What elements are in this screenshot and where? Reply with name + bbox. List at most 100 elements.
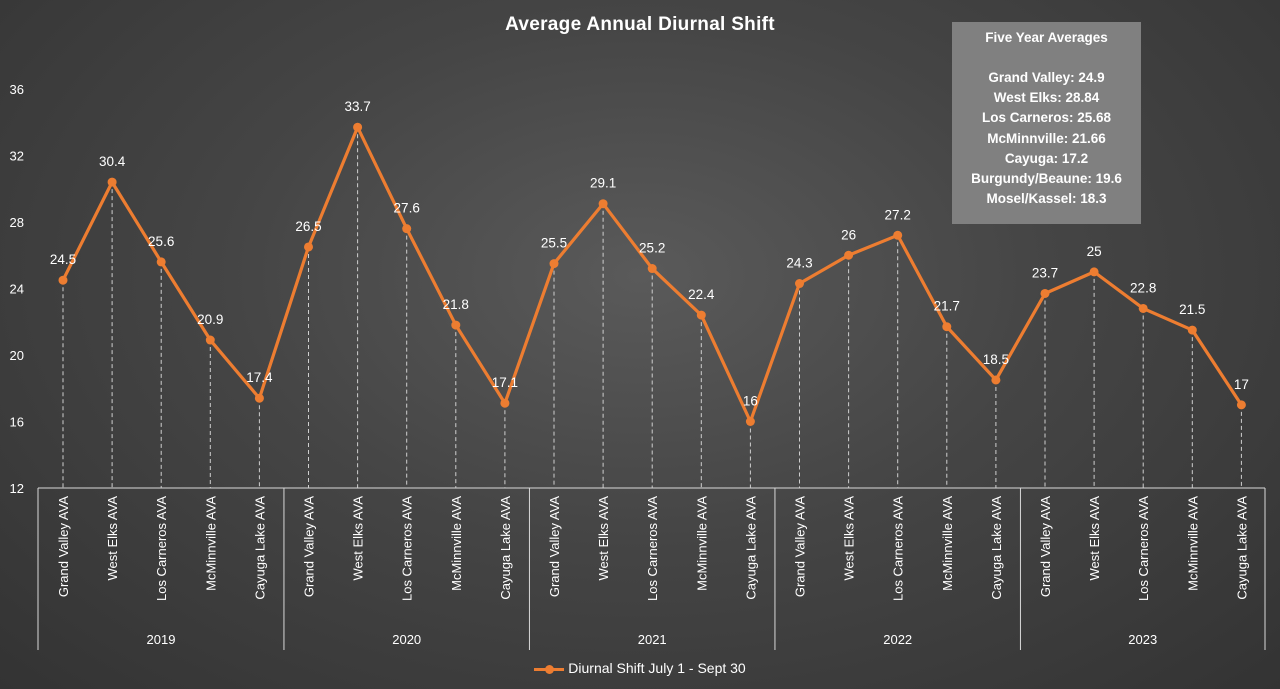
average-row-grand-valley: Grand Valley: 24.9 [988,70,1105,85]
data-label: 24.5 [50,252,76,267]
data-point [991,375,1001,385]
chart-title: Average Annual Diurnal Shift [505,14,775,35]
category-label: Los Carneros AVA [400,496,415,601]
category-label: Cayuga Lake AVA [1234,496,1249,600]
data-label: 30.4 [99,154,126,169]
data-point [1236,400,1246,410]
category-label: West Elks AVA [105,496,120,581]
data-label: 22.4 [688,287,715,302]
data-label: 29.1 [590,176,616,191]
data-point [1138,303,1148,313]
average-row-burgundy-beaune: Burgundy/Beaune: 19.6 [971,171,1122,187]
data-label: 16 [743,394,758,409]
average-row-mcminnville: McMinnville: 21.66 [987,130,1106,146]
average-row-cayuga: Cayuga: 17.2 [1004,150,1089,166]
data-label: 17.1 [492,375,518,390]
y-tick-label: 16 [10,415,24,430]
legend: Diurnal Shift July 1 - Sept 30 [0,660,1280,676]
legend-line-marker-icon [534,664,565,675]
data-label: 25 [1087,244,1102,259]
y-tick-label: 32 [10,149,24,164]
category-label: Cayuga Lake AVA [743,496,758,600]
y-tick-label: 20 [10,348,24,363]
category-label: Los Carneros AVA [154,496,169,601]
category-label: Los Carneros AVA [645,496,660,601]
data-point [1040,288,1050,298]
data-point [745,417,755,426]
category-label: McMinnville AVA [940,496,955,591]
y-tick-label: 28 [10,215,24,230]
group-label: 2021 [638,632,667,647]
data-point [156,257,166,267]
data-point [598,199,608,209]
average-row-mosel-kassel: Mosel/Kassel: 18.3 [986,191,1107,207]
category-label: McMinnville AVA [694,496,709,591]
category-label: West Elks AVA [351,496,366,581]
group-label: 2023 [1128,632,1157,647]
data-label: 17.4 [246,370,273,385]
category-label: Cayuga Lake AVA [989,496,1004,600]
data-label: 22.8 [1130,280,1156,295]
data-label: 25.2 [639,241,665,256]
data-point [254,393,264,403]
data-point [1089,267,1099,277]
data-point [1187,325,1197,335]
category-label: Grand Valley AVA [547,496,562,597]
data-point [304,242,313,252]
y-tick-label: 36 [10,82,24,97]
average-row-los-carneros: Los Carneros: 25.68 [981,110,1112,126]
data-point [893,230,903,240]
category-label: West Elks AVA [596,496,611,581]
average-row-west-elks: West Elks: 28.84 [993,90,1100,106]
data-point [795,279,804,289]
category-label: Cayuga Lake AVA [252,496,267,600]
data-label: 27.6 [394,201,420,216]
category-label: Grand Valley AVA [793,496,808,597]
data-label: 20.9 [197,312,223,327]
data-label: 26.5 [295,219,321,234]
data-point [844,250,854,260]
data-label: 23.7 [1032,265,1058,280]
data-point [353,122,363,132]
category-label: Grand Valley AVA [56,496,71,597]
data-point [549,259,559,269]
data-label: 21.7 [934,299,960,314]
data-point [942,322,952,332]
data-label: 26 [841,227,856,242]
category-label: West Elks AVA [1087,496,1102,581]
category-label: Los Carneros AVA [1136,496,1151,601]
data-point [696,310,706,320]
category-label: Grand Valley AVA [1038,496,1053,597]
data-label: 25.6 [148,234,174,249]
averages-header: Five Year Averages [985,30,1108,45]
category-label: Los Carneros AVA [891,496,906,601]
category-label: West Elks AVA [842,496,857,581]
data-label: 21.8 [443,297,469,312]
data-label: 33.7 [344,99,370,114]
data-point [402,224,412,234]
group-label: 2019 [147,632,176,647]
data-point [647,264,657,274]
data-label: 27.2 [885,207,911,222]
category-label: Cayuga Lake AVA [498,496,513,600]
five-year-averages-box: Five Year Averages Grand Valley: 24.9 We… [952,22,1141,224]
data-point [205,335,215,345]
category-label: Grand Valley AVA [302,496,317,597]
group-label: 2020 [392,632,421,647]
y-tick-label: 12 [10,481,24,496]
data-label: 21.5 [1179,302,1205,317]
data-label: 24.3 [786,256,812,271]
category-label: McMinnville AVA [1185,496,1200,591]
category-label: McMinnville AVA [203,496,218,591]
data-label: 18.5 [983,352,1009,367]
y-tick-label: 24 [10,282,24,297]
data-label: 17 [1234,377,1249,392]
data-point [451,320,461,330]
data-point [500,398,510,408]
category-label: McMinnville AVA [449,496,464,591]
legend-label: Diurnal Shift July 1 - Sept 30 [568,660,746,676]
data-point [107,177,117,187]
group-label: 2022 [883,632,912,647]
data-point [58,275,68,285]
